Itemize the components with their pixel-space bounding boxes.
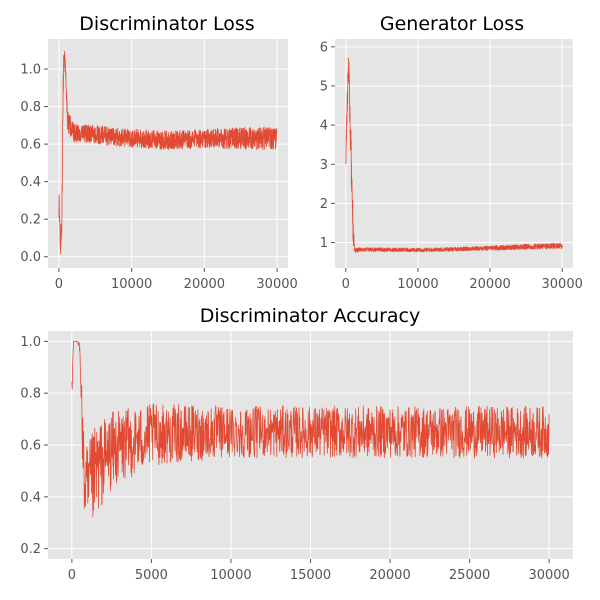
y-tick-label: 1.0 (20, 335, 41, 350)
y-tick-label: 0.4 (20, 175, 41, 190)
x-tick-label: 0 (55, 277, 63, 292)
generator-loss-chart: Generator Loss 0 10000 20000 30000 1 2 3 4 5 6 (320, 13, 583, 292)
y-tick-label: 1.0 (20, 63, 41, 78)
y-tick-label: 3 (320, 158, 328, 173)
plot-area (335, 39, 573, 268)
series-line-loss (58, 51, 278, 255)
y-tick-label: 0.6 (20, 138, 41, 153)
series-line-accuracy (71, 341, 550, 517)
y-tick-label: 0.6 (20, 439, 41, 454)
x-tick-label: 20000 (369, 568, 410, 583)
y-tick-label: 0.8 (20, 387, 41, 402)
x-tick-label: 20000 (184, 277, 225, 292)
y-tick-label: 0.2 (20, 213, 41, 228)
y-tick-label: 0.2 (20, 542, 41, 557)
y-tick-label: 0.8 (20, 100, 41, 115)
x-tick-label: 0 (68, 568, 76, 583)
y-tick-label: 1 (320, 236, 328, 251)
discriminator-loss-title: Discriminator Loss (79, 13, 254, 35)
x-tick-label: 15000 (290, 568, 331, 583)
x-tick-label: 25000 (449, 568, 490, 583)
y-tick-label: 5 (320, 79, 328, 94)
generator-loss-title: Generator Loss (380, 13, 524, 35)
x-tick-label: 30000 (542, 277, 583, 292)
discriminator-accuracy-chart: Discriminator Accuracy 0 5000 10000 15000 20… (20, 305, 573, 583)
x-tick-label: 5000 (135, 568, 168, 583)
gridlines (48, 39, 288, 268)
y-tick-label: 0.4 (20, 490, 41, 505)
x-tick-label: 10000 (210, 568, 251, 583)
x-tick-label: 30000 (256, 277, 297, 292)
series-line-loss (345, 57, 563, 253)
y-tick-label: 0.0 (20, 250, 41, 265)
y-tick-label: 4 (320, 119, 328, 134)
y-tick-label: 6 (320, 40, 328, 55)
x-tick-label: 30000 (528, 568, 569, 583)
x-tick-label: 0 (342, 277, 350, 292)
discriminator-loss-chart: Discriminator Loss 0 10000 20000 30000 0.0 0.… (20, 13, 297, 292)
y-tick-label: 2 (320, 197, 328, 212)
x-tick-label: 10000 (397, 277, 438, 292)
x-tick-label: 20000 (469, 277, 510, 292)
plot-area (48, 39, 288, 268)
x-tick-label: 10000 (111, 277, 152, 292)
discriminator-accuracy-title: Discriminator Accuracy (200, 305, 421, 327)
